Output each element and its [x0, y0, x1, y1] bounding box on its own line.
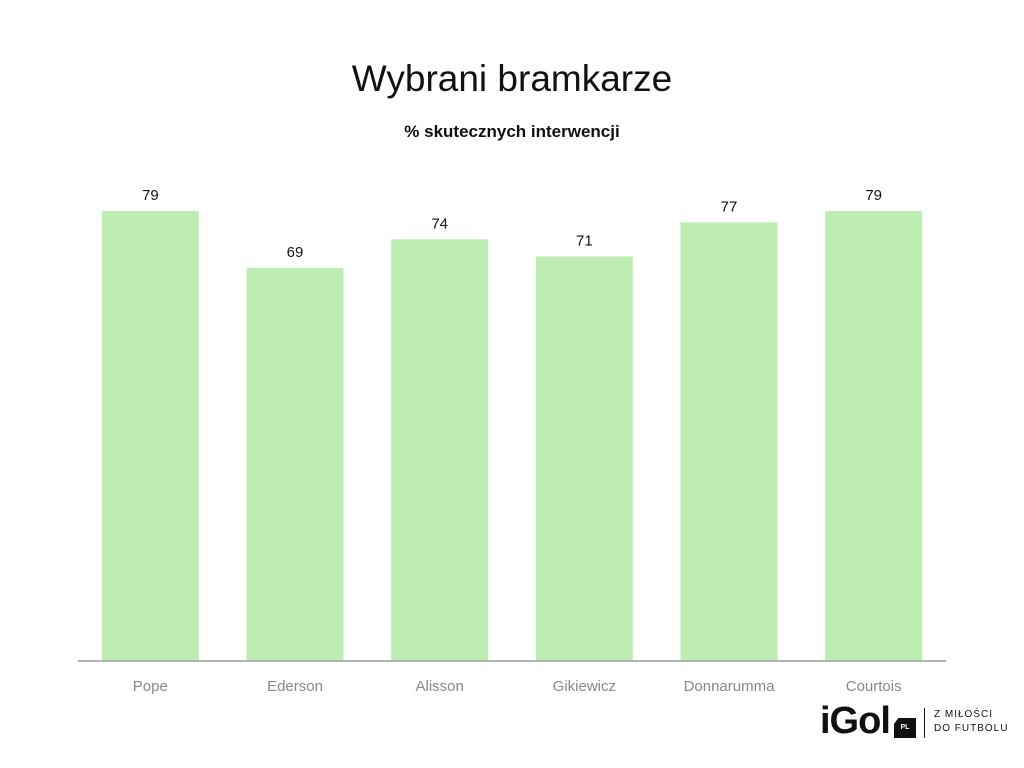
- bar-pope: [101, 211, 199, 660]
- bar-gikiewicz: [535, 256, 633, 660]
- data-label-ederson: 69: [287, 244, 304, 261]
- bar-alisson: [391, 239, 489, 660]
- data-label-gikiewicz: 71: [576, 232, 593, 249]
- x-tick-label-pope: Pope: [133, 678, 168, 695]
- logo-wordmark: iGol: [820, 700, 891, 742]
- logo-tagline: Z MIŁOŚCI DO FUTBOLU: [934, 708, 1008, 736]
- bar-courtois: [825, 211, 923, 660]
- igol-logo: iGol PL Z MIŁOŚCI DO FUTBOLU: [820, 700, 1010, 750]
- x-tick-label-donnarumma: Donnarumma: [684, 678, 776, 695]
- data-label-alisson: 74: [431, 215, 448, 232]
- bar-ederson: [246, 267, 344, 660]
- data-label-pope: 79: [142, 187, 159, 204]
- x-tick-label-courtois: Courtois: [846, 678, 902, 695]
- chart-subtitle: % skutecznych interwencji: [404, 122, 620, 141]
- bar-donnarumma: [680, 222, 778, 660]
- data-label-donnarumma: 77: [721, 198, 738, 215]
- x-tick-label-gikiewicz: Gikiewicz: [553, 678, 616, 695]
- bar-chart: 79 Pope 69 Ederson 74 Alisson 71 Gikiewicz 77 Don…: [78, 187, 946, 695]
- chart-title: Wybrani bramkarze: [351, 58, 673, 99]
- logo-tagline-line-2: DO FUTBOLU: [934, 723, 1009, 734]
- logo-pl-badge: PL: [894, 718, 916, 738]
- x-tick-label-alisson: Alisson: [415, 678, 463, 695]
- logo-tagline-line-1: Z MIŁOŚCI: [934, 709, 994, 720]
- logo-divider: [924, 708, 925, 738]
- data-label-courtois: 79: [865, 187, 882, 204]
- x-tick-label-ederson: Ederson: [267, 678, 323, 695]
